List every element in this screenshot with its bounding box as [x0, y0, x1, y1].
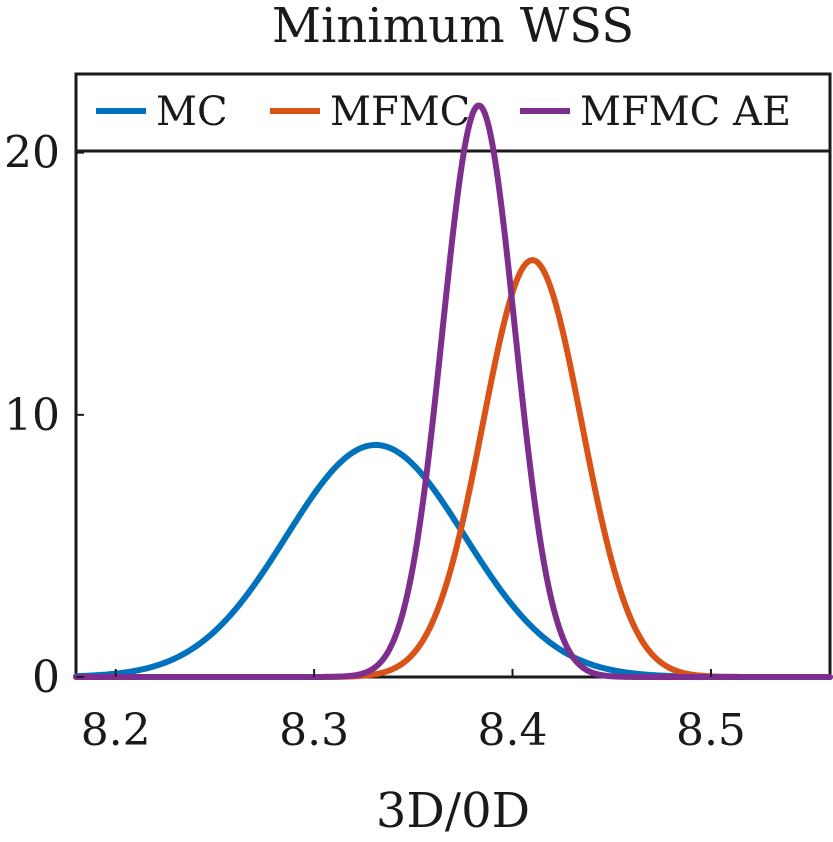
x-axis-ticks: 8.2 8.3 8.4 8.5	[81, 669, 746, 756]
legend-label-mfmc: MFMC	[330, 89, 470, 135]
y-tick-label: 20	[4, 128, 60, 179]
x-tick-label: 8.3	[279, 705, 349, 756]
y-tick-label: 0	[32, 652, 60, 703]
y-tick-label: 10	[4, 390, 60, 441]
legend-label-mfmc-ae: MFMC AE	[580, 89, 791, 135]
series-line-mfmc	[73, 257, 833, 680]
plot-area-frame	[74, 72, 832, 679]
x-tick-label: 8.4	[478, 705, 548, 756]
chart-title: Minimum WSS	[272, 0, 634, 54]
x-tick-label: 8.5	[676, 705, 746, 756]
x-axis-label: 3D/0D	[376, 783, 530, 839]
legend: MC MFMC MFMC AE	[96, 89, 791, 135]
legend-label-mc: MC	[156, 89, 228, 135]
series-line-mfmc-ae	[73, 102, 833, 680]
series-lines	[73, 102, 833, 680]
y-axis-ticks: 0 10 20	[4, 128, 84, 703]
x-tick-label: 8.2	[81, 705, 151, 756]
